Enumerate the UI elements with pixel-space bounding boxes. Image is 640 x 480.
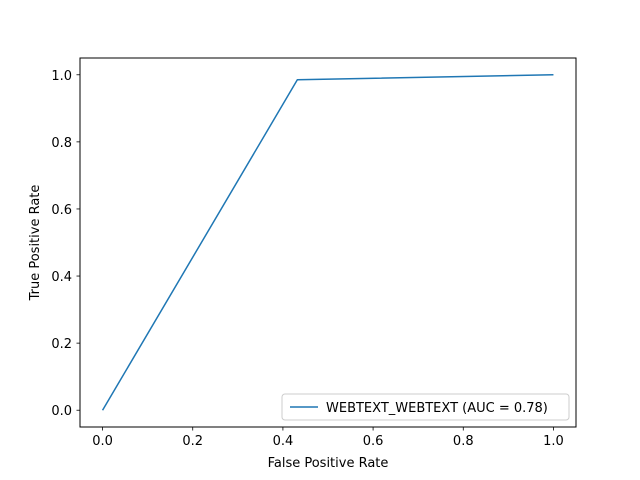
x-axis-label: False Positive Rate [268,456,389,471]
y-tick-label: 0.4 [51,270,72,285]
plot-background [80,58,576,427]
y-axis-ticks: 0.0 0.2 0.4 0.6 0.8 1.0 [51,69,80,419]
x-tick-label: 0.8 [453,434,474,449]
plot-frame [79,57,577,428]
y-tick-label: 0.2 [51,337,72,352]
y-tick-label: 1.0 [51,69,72,84]
x-tick-label: 0.6 [363,434,384,449]
x-tick-label: 0.2 [182,434,203,449]
x-tick-label: 0.4 [273,434,294,449]
y-axis-label: True Positive Rate [28,185,43,302]
series-layer [101,74,554,411]
x-tick-label: 1.0 [543,434,564,449]
legend-box [281,393,570,421]
y-tick-label: 0.0 [51,404,72,419]
legend-label: WEBTEXT_WEBTEXT (AUC = 0.78) [326,401,548,416]
y-tick-label: 0.8 [51,136,72,151]
x-axis-ticks: 0.0 0.2 0.4 0.6 0.8 1.0 [92,427,564,449]
x-tick-label: 0.0 [92,434,113,449]
y-tick-label: 0.6 [51,203,72,218]
legend: WEBTEXT_WEBTEXT (AUC = 0.78) [281,393,570,421]
roc-curve-line [101,74,554,411]
